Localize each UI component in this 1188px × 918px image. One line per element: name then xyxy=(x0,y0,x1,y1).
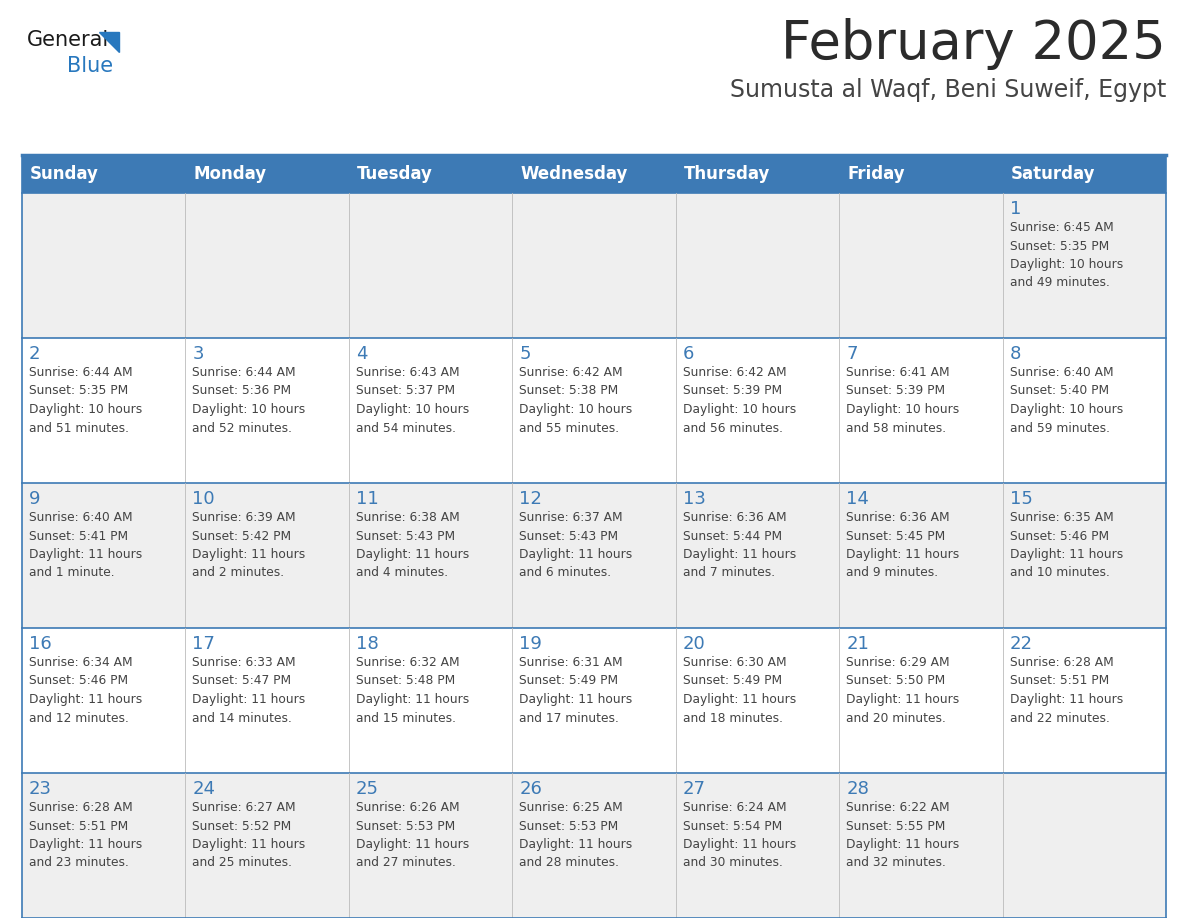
Text: 26: 26 xyxy=(519,780,542,798)
Text: Sunrise: 6:31 AM
Sunset: 5:49 PM
Daylight: 11 hours
and 17 minutes.: Sunrise: 6:31 AM Sunset: 5:49 PM Dayligh… xyxy=(519,656,632,724)
Text: 18: 18 xyxy=(356,635,379,653)
Text: 23: 23 xyxy=(29,780,52,798)
Text: General: General xyxy=(27,30,109,50)
Text: 24: 24 xyxy=(192,780,215,798)
Text: Sunrise: 6:45 AM
Sunset: 5:35 PM
Daylight: 10 hours
and 49 minutes.: Sunrise: 6:45 AM Sunset: 5:35 PM Dayligh… xyxy=(1010,221,1123,289)
Text: Sunrise: 6:35 AM
Sunset: 5:46 PM
Daylight: 11 hours
and 10 minutes.: Sunrise: 6:35 AM Sunset: 5:46 PM Dayligh… xyxy=(1010,511,1123,579)
Text: Sunrise: 6:33 AM
Sunset: 5:47 PM
Daylight: 11 hours
and 14 minutes.: Sunrise: 6:33 AM Sunset: 5:47 PM Dayligh… xyxy=(192,656,305,724)
Text: Sunrise: 6:30 AM
Sunset: 5:49 PM
Daylight: 11 hours
and 18 minutes.: Sunrise: 6:30 AM Sunset: 5:49 PM Dayligh… xyxy=(683,656,796,724)
Text: Sunrise: 6:40 AM
Sunset: 5:41 PM
Daylight: 11 hours
and 1 minute.: Sunrise: 6:40 AM Sunset: 5:41 PM Dayligh… xyxy=(29,511,143,579)
Bar xyxy=(23,338,1165,483)
Text: 21: 21 xyxy=(846,635,868,653)
Text: 1: 1 xyxy=(1010,200,1020,218)
Bar xyxy=(23,773,1165,918)
Text: 7: 7 xyxy=(846,345,858,363)
Text: Sunrise: 6:26 AM
Sunset: 5:53 PM
Daylight: 11 hours
and 27 minutes.: Sunrise: 6:26 AM Sunset: 5:53 PM Dayligh… xyxy=(356,801,469,869)
Text: Sunrise: 6:27 AM
Sunset: 5:52 PM
Daylight: 11 hours
and 25 minutes.: Sunrise: 6:27 AM Sunset: 5:52 PM Dayligh… xyxy=(192,801,305,869)
Text: Blue: Blue xyxy=(67,56,113,76)
Bar xyxy=(23,483,1165,628)
Text: 9: 9 xyxy=(29,490,40,508)
Text: Sunrise: 6:32 AM
Sunset: 5:48 PM
Daylight: 11 hours
and 15 minutes.: Sunrise: 6:32 AM Sunset: 5:48 PM Dayligh… xyxy=(356,656,469,724)
Text: 22: 22 xyxy=(1010,635,1032,653)
Text: Sunrise: 6:34 AM
Sunset: 5:46 PM
Daylight: 11 hours
and 12 minutes.: Sunrise: 6:34 AM Sunset: 5:46 PM Dayligh… xyxy=(29,656,143,724)
Text: Sunrise: 6:28 AM
Sunset: 5:51 PM
Daylight: 11 hours
and 23 minutes.: Sunrise: 6:28 AM Sunset: 5:51 PM Dayligh… xyxy=(29,801,143,869)
Text: Sunrise: 6:37 AM
Sunset: 5:43 PM
Daylight: 11 hours
and 6 minutes.: Sunrise: 6:37 AM Sunset: 5:43 PM Dayligh… xyxy=(519,511,632,579)
Text: Sunrise: 6:43 AM
Sunset: 5:37 PM
Daylight: 10 hours
and 54 minutes.: Sunrise: 6:43 AM Sunset: 5:37 PM Dayligh… xyxy=(356,366,469,434)
Text: Wednesday: Wednesday xyxy=(520,165,627,183)
Text: Sunrise: 6:42 AM
Sunset: 5:38 PM
Daylight: 10 hours
and 55 minutes.: Sunrise: 6:42 AM Sunset: 5:38 PM Dayligh… xyxy=(519,366,632,434)
Text: 3: 3 xyxy=(192,345,204,363)
Text: Sunrise: 6:36 AM
Sunset: 5:45 PM
Daylight: 11 hours
and 9 minutes.: Sunrise: 6:36 AM Sunset: 5:45 PM Dayligh… xyxy=(846,511,960,579)
Text: 20: 20 xyxy=(683,635,706,653)
Text: February 2025: February 2025 xyxy=(782,18,1165,70)
Text: 15: 15 xyxy=(1010,490,1032,508)
Text: Sunrise: 6:44 AM
Sunset: 5:35 PM
Daylight: 10 hours
and 51 minutes.: Sunrise: 6:44 AM Sunset: 5:35 PM Dayligh… xyxy=(29,366,143,434)
Text: Saturday: Saturday xyxy=(1011,165,1095,183)
Bar xyxy=(23,628,1165,773)
Text: 5: 5 xyxy=(519,345,531,363)
Text: Sunrise: 6:36 AM
Sunset: 5:44 PM
Daylight: 11 hours
and 7 minutes.: Sunrise: 6:36 AM Sunset: 5:44 PM Dayligh… xyxy=(683,511,796,579)
Text: 19: 19 xyxy=(519,635,542,653)
Text: Sunrise: 6:29 AM
Sunset: 5:50 PM
Daylight: 11 hours
and 20 minutes.: Sunrise: 6:29 AM Sunset: 5:50 PM Dayligh… xyxy=(846,656,960,724)
Polygon shape xyxy=(99,32,119,52)
Text: 27: 27 xyxy=(683,780,706,798)
Text: 10: 10 xyxy=(192,490,215,508)
Text: Tuesday: Tuesday xyxy=(356,165,432,183)
Text: 6: 6 xyxy=(683,345,694,363)
Text: Sunrise: 6:39 AM
Sunset: 5:42 PM
Daylight: 11 hours
and 2 minutes.: Sunrise: 6:39 AM Sunset: 5:42 PM Dayligh… xyxy=(192,511,305,579)
Text: Monday: Monday xyxy=(194,165,266,183)
Text: Sunrise: 6:28 AM
Sunset: 5:51 PM
Daylight: 11 hours
and 22 minutes.: Sunrise: 6:28 AM Sunset: 5:51 PM Dayligh… xyxy=(1010,656,1123,724)
Text: Thursday: Thursday xyxy=(684,165,770,183)
Bar xyxy=(23,193,1165,338)
Text: Sunrise: 6:25 AM
Sunset: 5:53 PM
Daylight: 11 hours
and 28 minutes.: Sunrise: 6:25 AM Sunset: 5:53 PM Dayligh… xyxy=(519,801,632,869)
Text: Sunrise: 6:40 AM
Sunset: 5:40 PM
Daylight: 10 hours
and 59 minutes.: Sunrise: 6:40 AM Sunset: 5:40 PM Dayligh… xyxy=(1010,366,1123,434)
Text: 4: 4 xyxy=(356,345,367,363)
Text: Sunrise: 6:42 AM
Sunset: 5:39 PM
Daylight: 10 hours
and 56 minutes.: Sunrise: 6:42 AM Sunset: 5:39 PM Dayligh… xyxy=(683,366,796,434)
Text: 12: 12 xyxy=(519,490,542,508)
Text: 17: 17 xyxy=(192,635,215,653)
Text: 8: 8 xyxy=(1010,345,1020,363)
Text: 13: 13 xyxy=(683,490,706,508)
Text: 2: 2 xyxy=(29,345,40,363)
Text: 14: 14 xyxy=(846,490,868,508)
Text: 25: 25 xyxy=(356,780,379,798)
Bar xyxy=(23,155,1165,193)
Text: Sunrise: 6:38 AM
Sunset: 5:43 PM
Daylight: 11 hours
and 4 minutes.: Sunrise: 6:38 AM Sunset: 5:43 PM Dayligh… xyxy=(356,511,469,579)
Text: Sumusta al Waqf, Beni Suweif, Egypt: Sumusta al Waqf, Beni Suweif, Egypt xyxy=(729,78,1165,102)
Text: Sunday: Sunday xyxy=(30,165,99,183)
Text: Sunrise: 6:44 AM
Sunset: 5:36 PM
Daylight: 10 hours
and 52 minutes.: Sunrise: 6:44 AM Sunset: 5:36 PM Dayligh… xyxy=(192,366,305,434)
Text: 16: 16 xyxy=(29,635,52,653)
Text: 11: 11 xyxy=(356,490,379,508)
Text: 28: 28 xyxy=(846,780,868,798)
Text: Sunrise: 6:22 AM
Sunset: 5:55 PM
Daylight: 11 hours
and 32 minutes.: Sunrise: 6:22 AM Sunset: 5:55 PM Dayligh… xyxy=(846,801,960,869)
Text: Sunrise: 6:24 AM
Sunset: 5:54 PM
Daylight: 11 hours
and 30 minutes.: Sunrise: 6:24 AM Sunset: 5:54 PM Dayligh… xyxy=(683,801,796,869)
Text: Sunrise: 6:41 AM
Sunset: 5:39 PM
Daylight: 10 hours
and 58 minutes.: Sunrise: 6:41 AM Sunset: 5:39 PM Dayligh… xyxy=(846,366,960,434)
Text: Friday: Friday xyxy=(847,165,905,183)
